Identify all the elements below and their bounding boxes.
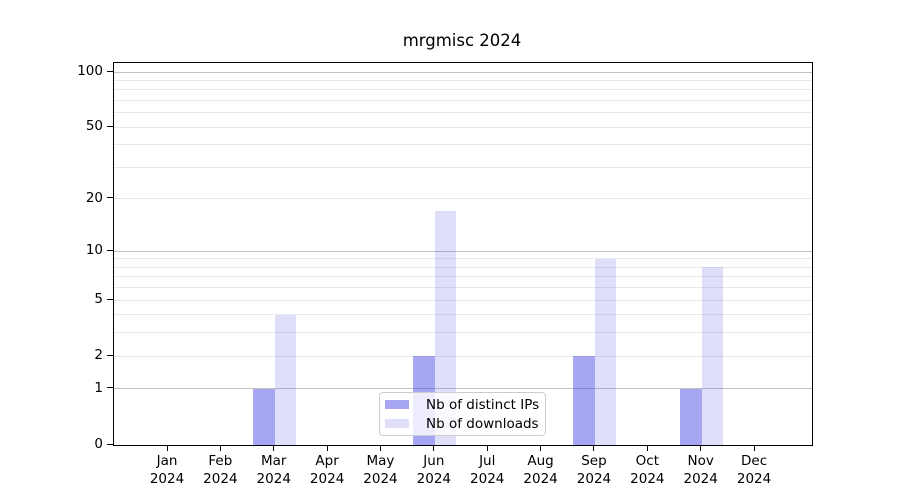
y-tick-mark-2 [107,354,113,356]
chart-title: mrgmisc 2024 [402,31,522,50]
legend-label-distinct-ips: Nb of distinct IPs [426,396,540,413]
gridline-2 [114,355,812,357]
gridline-10 [114,250,812,252]
x-tick-mark-feb [219,446,221,451]
gridline-70 [114,100,812,102]
bar-downloads-jun [434,211,457,445]
x-tick-label-jan: Jan 2024 [149,453,185,487]
y-tick-mark-20 [107,197,113,199]
gridline-6 [114,287,812,289]
x-tick-mark-nov [700,446,702,451]
x-tick-label-dec: Dec 2024 [736,453,772,487]
x-tick-label-may: May 2024 [363,453,398,487]
y-tick-mark-5 [107,298,113,300]
x-tick-label-jun: Jun 2024 [416,453,452,487]
gridline-80 [114,89,812,91]
bar-distinct-ips-nov [680,389,702,445]
y-tick-label-50: 50 [85,118,103,135]
legend-label-downloads: Nb of downloads [426,415,539,432]
x-tick-label-apr: Apr 2024 [309,453,345,487]
gridline-100 [114,71,812,73]
x-tick-label-jul: Jul 2024 [470,453,505,487]
gridline-50 [114,126,812,128]
y-tick-mark-0 [107,443,113,445]
bar-distinct-ips-mar [253,389,275,445]
legend: Nb of distinct IPs Nb of downloads [379,392,546,436]
y-tick-label-10: 10 [85,242,103,259]
legend-entry-distinct-ips: Nb of distinct IPs [385,396,540,413]
bar-downloads-sep [594,258,617,445]
gridline-3 [114,332,812,334]
legend-swatch-distinct-ips-icon [385,400,409,409]
plot-area [113,62,813,446]
y-tick-label-100: 100 [77,63,103,80]
x-tick-mark-oct [646,446,648,451]
y-tick-label-0: 0 [94,436,103,452]
gridline-7 [114,276,812,278]
gridline-9 [114,258,812,260]
x-tick-label-nov: Nov 2024 [683,453,718,487]
legend-swatch-downloads-icon [385,419,409,428]
gridline-40 [114,144,812,146]
gridline-20 [114,198,812,200]
y-tick-mark-100 [107,70,113,72]
x-tick-mark-jan [166,446,168,451]
x-tick-label-oct: Oct 2024 [630,453,665,487]
gridline-8 [114,266,812,268]
gridline-90 [114,79,812,81]
x-tick-label-sep: Sep 2024 [576,453,612,487]
x-tick-label-mar: Mar 2024 [256,453,291,487]
x-tick-mark-dec [753,446,755,451]
x-tick-label-feb: Feb 2024 [203,453,238,487]
x-tick-mark-sep [593,446,595,451]
legend-entry-downloads: Nb of downloads [385,415,539,432]
bar-downloads-nov [701,267,724,445]
gridline-30 [114,167,812,168]
gridline-5 [114,299,812,301]
y-tick-mark-50 [107,125,113,127]
x-tick-mark-jul [486,446,488,451]
bar-distinct-ips-sep [573,356,595,445]
gridline-1 [114,388,812,390]
y-tick-label-2: 2 [94,347,103,364]
y-tick-label-20: 20 [85,189,103,206]
y-tick-mark-10 [107,249,113,251]
y-tick-mark-1 [107,387,113,389]
y-tick-label-1: 1 [94,379,103,396]
x-tick-mark-mar [273,446,275,451]
bars-layer [114,63,812,445]
x-tick-mark-apr [326,446,328,451]
y-tick-label-5: 5 [94,291,103,308]
x-tick-mark-aug [540,446,542,451]
gridline-60 [114,112,812,114]
x-tick-mark-jun [433,446,435,451]
x-tick-mark-may [379,446,381,451]
bar-downloads-mar [274,314,297,445]
gridlines-layer [114,63,812,445]
gridline-4 [114,314,812,316]
x-tick-label-aug: Aug 2024 [523,453,558,487]
